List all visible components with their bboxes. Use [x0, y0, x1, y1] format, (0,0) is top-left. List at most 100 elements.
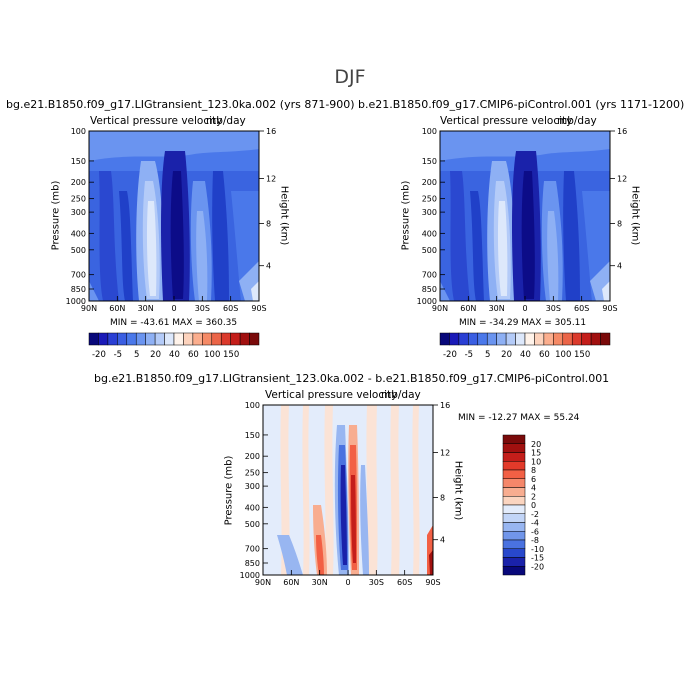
- colorbar-label: -20: [443, 350, 457, 360]
- colorbar-label: 60: [188, 350, 199, 360]
- height-tick-label: 12: [617, 174, 627, 183]
- colorbar-label: 60: [539, 350, 550, 360]
- panel3-units: mb/day: [381, 389, 421, 401]
- colorbar-swatch: [98, 332, 109, 346]
- y-tick-label: 400: [71, 229, 86, 238]
- colorbar-swatch: [502, 452, 526, 462]
- colorbar-swatch: [449, 332, 460, 346]
- contour-fill: [440, 131, 610, 301]
- y-tick-label: 500: [71, 246, 86, 255]
- colorbar-label: -10: [531, 545, 544, 554]
- x-tick-label: 30S: [195, 304, 210, 313]
- x-tick-label: 0: [171, 304, 176, 313]
- colorbar-swatch: [600, 332, 611, 346]
- height-tick-label: 4: [617, 262, 622, 271]
- figure-title: DJF: [334, 66, 366, 88]
- contour-fill: [89, 131, 259, 301]
- colorbar-swatch: [477, 332, 488, 346]
- x-tick-label: 90N: [255, 578, 271, 587]
- colorbar-label: -4: [531, 519, 539, 528]
- panel3-ylabel: Pressure (mb): [223, 455, 235, 526]
- panel1-ylabel: Pressure (mb): [50, 180, 62, 251]
- x-tick-label: 60N: [109, 304, 125, 313]
- colorbar-swatch: [562, 332, 573, 346]
- x-tick-label: 0: [522, 304, 527, 313]
- x-tick-label: 60S: [397, 578, 412, 587]
- height-tick-label: 16: [440, 401, 450, 410]
- y-tick-label: 400: [422, 229, 437, 238]
- colorbar-swatch: [468, 332, 479, 346]
- x-tick-label: 60N: [460, 304, 476, 313]
- y-tick-label: 200: [245, 452, 260, 461]
- y-tick-label: 850: [422, 285, 437, 294]
- colorbar-swatch: [502, 469, 526, 479]
- colorbar-label: -6: [531, 527, 539, 536]
- height-tick-label: 8: [440, 493, 445, 502]
- height-tick-label: 8: [266, 219, 271, 228]
- colorbar-label: 100: [555, 350, 571, 360]
- colorbar-label: -15: [531, 554, 544, 563]
- panel3-min-max: MIN = -12.27 MAX = 55.24: [458, 413, 580, 423]
- y-tick-label: 200: [422, 178, 437, 187]
- x-tick-label: 60S: [223, 304, 238, 313]
- colorbar-swatch: [458, 332, 469, 346]
- x-tick-label: 30S: [546, 304, 561, 313]
- colorbar-label: 0: [531, 501, 536, 510]
- colorbar-swatch: [502, 522, 526, 532]
- y-tick-label: 500: [245, 520, 260, 529]
- colorbar-swatch: [581, 332, 592, 346]
- panel3-run-label: bg.e21.B1850.f09_g17.LIGtransient_123.0k…: [94, 372, 610, 385]
- panel2-min-max: MIN = -34.29 MAX = 305.11: [459, 318, 587, 328]
- y-tick-label: 250: [71, 195, 86, 204]
- colorbar-label: -5: [114, 350, 122, 360]
- colorbar-swatch: [249, 332, 260, 346]
- y-tick-label: 200: [71, 178, 86, 187]
- y-tick-label: 700: [422, 271, 437, 280]
- colorbar-swatch: [502, 461, 526, 471]
- y-tick-label: 850: [71, 285, 86, 294]
- colorbar-label: 20: [501, 350, 512, 360]
- colorbar-swatch: [126, 332, 137, 346]
- colorbar-swatch: [543, 332, 554, 346]
- y-tick-label: 100: [71, 127, 86, 136]
- colorbar-swatch: [486, 332, 497, 346]
- x-tick-label: 30N: [312, 578, 328, 587]
- colorbar-swatch: [502, 487, 526, 497]
- colorbar-swatch: [502, 496, 526, 506]
- colorbar-label: 20: [531, 440, 541, 449]
- colorbar-swatch: [515, 332, 526, 346]
- colorbar-label: 2: [531, 492, 536, 501]
- colorbar-swatch: [88, 332, 99, 346]
- y-tick-label: 500: [422, 246, 437, 255]
- colorbar-label: -2: [531, 510, 539, 519]
- height-tick-label: 12: [440, 448, 450, 457]
- panel2-colorbar: -20 -5 5 20 40 60 100 150: [439, 332, 611, 360]
- x-tick-label: 30N: [489, 304, 505, 313]
- colorbar-label: 5: [134, 350, 139, 360]
- colorbar-swatch: [145, 332, 156, 346]
- colorbar-swatch: [502, 548, 526, 558]
- y-tick-label: 1000: [240, 571, 260, 580]
- colorbar-swatch: [439, 332, 450, 346]
- colorbar-label: 10: [531, 457, 541, 466]
- panel1-plot-title: Vertical pressure velocity: [90, 115, 223, 127]
- colorbar-swatch: [502, 443, 526, 453]
- colorbar-swatch: [173, 332, 184, 346]
- panel1-colorbar: -20 -5 5 20 40 60 100 150: [88, 332, 260, 360]
- colorbar-swatch: [553, 332, 564, 346]
- colorbar-label: -8: [531, 536, 539, 545]
- panel1-min-max: MIN = -43.61 MAX = 360.35: [110, 318, 238, 328]
- panel2-plot-title: Vertical pressure velocity: [440, 115, 573, 127]
- x-tick-label: 60S: [574, 304, 589, 313]
- y-tick-label: 700: [245, 545, 260, 554]
- colorbar-swatch: [220, 332, 231, 346]
- height-tick-label: 4: [440, 536, 445, 545]
- colorbar-swatch: [154, 332, 165, 346]
- colorbar-swatch: [524, 332, 535, 346]
- colorbar-swatch: [502, 557, 526, 567]
- colorbar-swatch: [502, 566, 526, 576]
- colorbar-label: 150: [223, 350, 239, 360]
